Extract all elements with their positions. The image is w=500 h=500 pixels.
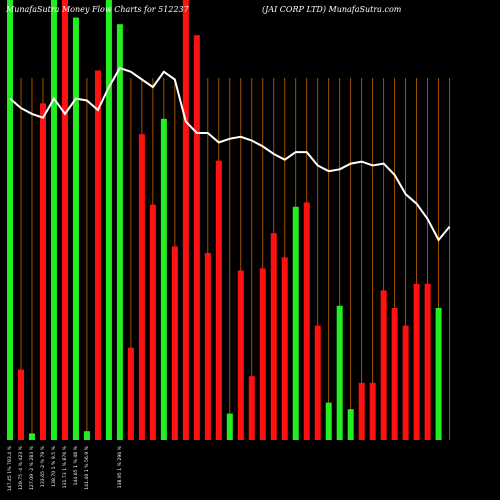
bar-22 — [237, 270, 244, 440]
bar-25 — [270, 233, 277, 440]
bar-1 — [7, 0, 13, 440]
chart-title-right: (JAI CORP LTD) MunafaSutra.com — [262, 5, 402, 14]
bar-24 — [259, 268, 266, 440]
x-tick-labels: 147.45 1% 783.4 % 129.75 -4 % 423 % 127.09… — [7, 445, 123, 491]
overlay-line-group — [9, 66, 451, 242]
bar-19 — [204, 253, 211, 440]
bar-12 — [127, 347, 134, 440]
bar-15 — [160, 118, 167, 441]
bar-10 — [105, 0, 112, 440]
bar-26 — [281, 257, 288, 440]
x-tick-label: 138.95 1 % 296 % — [117, 445, 123, 488]
bar-31 — [336, 305, 343, 440]
bar-38 — [413, 283, 420, 440]
bar-33 — [358, 382, 365, 440]
bar-11 — [116, 24, 123, 440]
bar-28 — [303, 202, 310, 440]
bar-2 — [17, 369, 24, 440]
x-tick-label: 147.45 1% 783.4 % — [7, 445, 13, 491]
bar-39 — [424, 283, 431, 440]
bar-8 — [83, 431, 90, 440]
bar-21 — [226, 413, 233, 440]
bar-5 — [50, 0, 57, 440]
bar-16 — [171, 246, 178, 440]
overlay-line — [9, 66, 451, 242]
bar-14 — [149, 204, 156, 440]
bar-29 — [314, 325, 321, 440]
bar-13 — [138, 134, 145, 440]
bar-4 — [39, 103, 46, 441]
bar-36 — [391, 308, 398, 440]
x-tick-label: 138.70 1 % 9.5 % — [51, 445, 57, 487]
bar-6 — [61, 0, 68, 440]
bar-17 — [182, 0, 189, 440]
bar-32 — [347, 409, 354, 440]
bar-30 — [325, 402, 332, 440]
x-tick-label: 129.75 -4 % 423 % — [18, 445, 24, 490]
bar-35 — [380, 290, 387, 440]
bar-20 — [215, 160, 222, 440]
x-tick-label: 131.73 1 % 876 % — [62, 445, 68, 488]
x-tick-label: 141.40 1 % 56.9 % — [84, 445, 90, 489]
bar-34 — [369, 382, 376, 440]
bar-18 — [193, 35, 200, 440]
bar-3 — [28, 433, 35, 440]
bars-group — [7, 0, 442, 441]
bar-23 — [248, 376, 255, 440]
x-tick-label: 127.09 -2 % 283 % — [29, 445, 35, 490]
bar-37 — [402, 325, 409, 440]
x-tick-label: 144.65 1 % 48 % — [73, 445, 79, 485]
bar-7 — [72, 17, 79, 440]
chart-title-left: MunafaSutra Money Flow Charts for 512237 — [5, 5, 190, 14]
bar-40 — [435, 308, 442, 440]
bar-9 — [94, 70, 101, 441]
bar-27 — [292, 206, 299, 440]
x-tick-label: 133.65 -2 % 79 % — [40, 445, 46, 487]
